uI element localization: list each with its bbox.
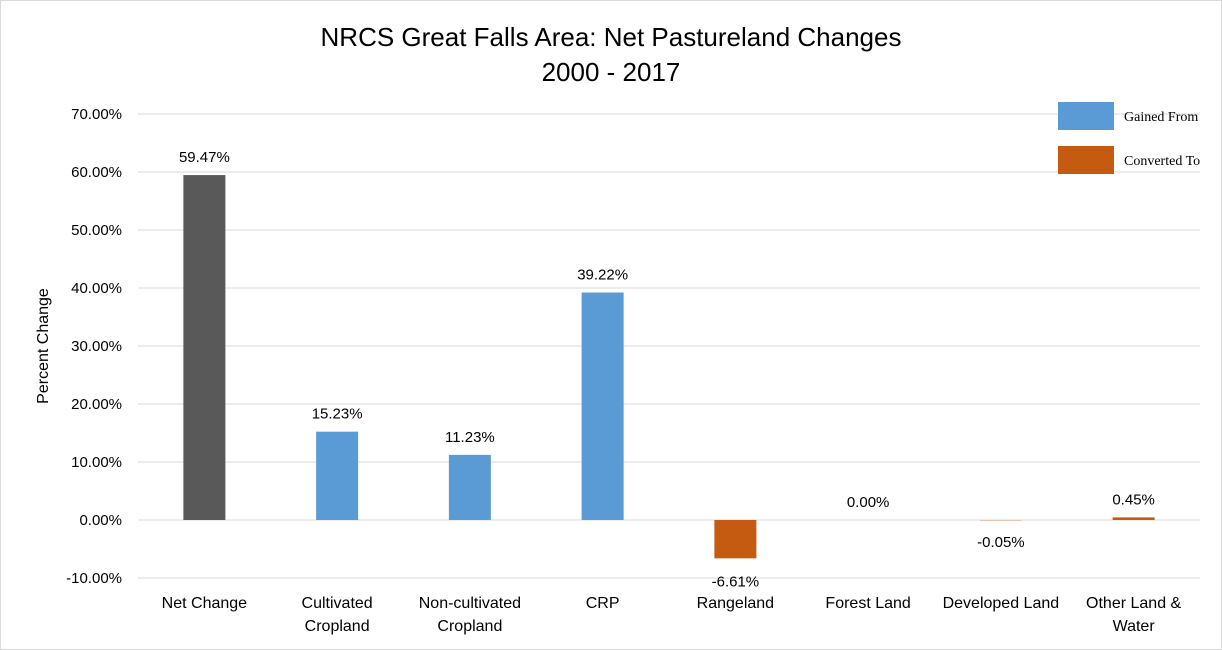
legend: Gained From Converted To [1058, 102, 1200, 174]
y-tick-label: 20.00% [71, 396, 122, 413]
y-tick-label: 0.00% [79, 512, 122, 529]
legend-swatch [1058, 146, 1114, 174]
y-tick-label: 60.00% [71, 164, 122, 181]
data-label: 39.22% [577, 267, 628, 284]
bar [714, 520, 757, 559]
x-tick-label: Developed Land [943, 595, 1060, 612]
y-axis-ticks: -10.00% 0.00% 10.00% 20.00% 30.00% 40.00% 50.0… [66, 106, 122, 587]
data-label: 59.47% [179, 149, 230, 166]
legend-label: Converted To [1124, 154, 1200, 169]
y-tick-label: 30.00% [71, 338, 122, 355]
y-tick-label: 40.00% [71, 280, 122, 297]
y-tick-label: -10.00% [66, 570, 122, 587]
x-axis-categories: Net Change Cultivated Cropland Non-cultivat… [162, 595, 1182, 635]
gridlines [138, 113, 1200, 579]
data-label: 0.45% [1112, 491, 1155, 508]
data-labels: 59.47% 15.23% 11.23% 39.22% -6.61% 0.00% -0.05… [179, 149, 1155, 590]
bar [316, 431, 359, 520]
data-label: -0.05% [977, 534, 1025, 551]
bar [183, 175, 226, 520]
x-tick-label: CRP [586, 595, 620, 612]
data-label: 0.00% [847, 494, 890, 511]
x-tick-label: Water [1113, 618, 1156, 635]
x-tick-label: Other Land & [1086, 595, 1182, 612]
y-tick-label: 50.00% [71, 222, 122, 239]
x-tick-label: Rangeland [697, 595, 774, 612]
x-tick-label: Cropland [437, 618, 502, 635]
chart-title: NRCS Great Falls Area: Net Pastureland C… [321, 22, 902, 52]
bar [448, 454, 491, 520]
bar [1112, 517, 1155, 520]
x-tick-label: Cultivated [302, 595, 373, 612]
y-tick-label: 70.00% [71, 106, 122, 123]
chart-subtitle: 2000 - 2017 [542, 57, 681, 87]
data-label: 11.23% [445, 429, 495, 446]
legend-label: Gained From [1124, 110, 1198, 125]
y-axis-label: Percent Change [35, 288, 52, 404]
y-tick-label: 10.00% [71, 454, 122, 471]
legend-swatch [1058, 102, 1114, 130]
data-label: 15.23% [312, 406, 363, 423]
x-tick-label: Cropland [305, 618, 370, 635]
bar [581, 292, 624, 520]
bars [183, 175, 1155, 559]
data-label: -6.61% [712, 573, 760, 590]
x-tick-label: Non-cultivated [419, 595, 521, 612]
x-tick-label: Forest Land [825, 595, 910, 612]
x-tick-label: Net Change [162, 595, 247, 612]
